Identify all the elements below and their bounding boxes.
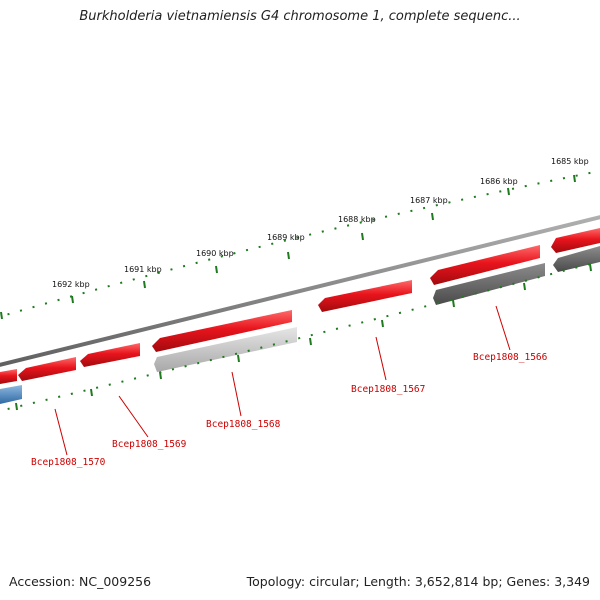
- gene-arrow: [551, 228, 600, 253]
- gene-label-1568: Bcep1808_1568: [206, 419, 281, 430]
- gene-arrow: [318, 280, 412, 312]
- tick-label-1692: 1692 kbp: [52, 280, 90, 289]
- tick-label-1685: 1685 kbp: [551, 157, 589, 166]
- tick-label-1690: 1690 kbp: [196, 249, 234, 258]
- inner-major-ticks: [15, 263, 592, 411]
- outer-major-ticks: [0, 174, 576, 320]
- tick-label-1687: 1687 kbp: [410, 196, 448, 205]
- gene-label-1567: Bcep1808_1567: [351, 384, 425, 395]
- map-title: Burkholderia vietnamiensis G4 chromosome…: [79, 9, 521, 24]
- gene-label-1566: Bcep1808_1566: [473, 352, 548, 363]
- forward-genes: [0, 228, 600, 384]
- inner-tick-ring: [0, 260, 600, 412]
- outer-tick-ring: [0, 169, 600, 318]
- gene-arrow: [0, 385, 22, 404]
- gene-arrow: [430, 245, 540, 285]
- gene-arrow: [553, 246, 600, 272]
- gene-arrow: [18, 357, 76, 381]
- gene-arrow: [433, 263, 545, 305]
- tick-label-1686: 1686 kbp: [480, 177, 518, 186]
- gene-label-1570: Bcep1808_1570: [31, 457, 106, 468]
- ruler-labels: 1685 kbp 1686 kbp 1687 kbp 1688 kbp 1689…: [52, 157, 589, 289]
- gene-arrow: [80, 343, 140, 367]
- gene-arrow: [152, 310, 292, 352]
- backbone-ring: [0, 215, 600, 367]
- tick-label-1688: 1688 kbp: [338, 215, 376, 224]
- gene-label-1569: Bcep1808_1569: [112, 439, 187, 450]
- gene-arrow: [154, 327, 297, 372]
- tick-label-1689: 1689 kbp: [267, 233, 305, 242]
- topology-summary: Topology: circular; Length: 3,652,814 bp…: [246, 574, 590, 589]
- tick-label-1691: 1691 kbp: [124, 265, 162, 274]
- gene-labels: Bcep1808_1566 Bcep1808_1567 Bcep1808_156…: [31, 352, 548, 468]
- accession-text: Accession: NC_009256: [9, 574, 152, 589]
- gene-arrow: [0, 369, 17, 384]
- reverse-genes: [0, 246, 600, 404]
- leader-lines: [54, 305, 511, 456]
